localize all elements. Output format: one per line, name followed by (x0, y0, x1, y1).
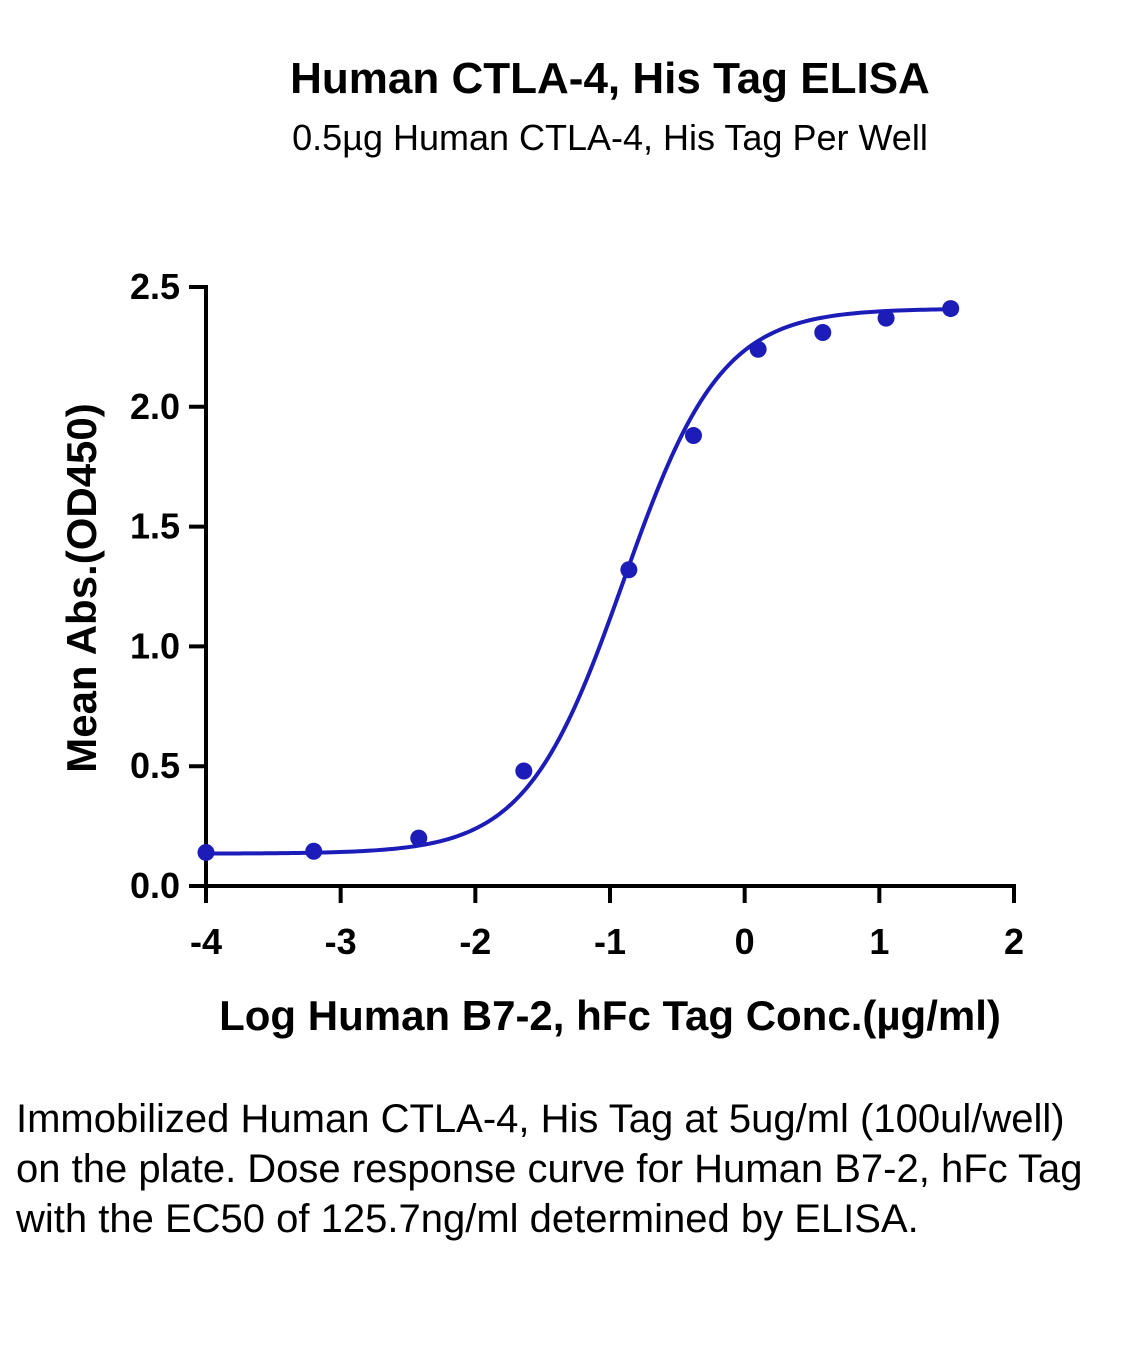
axes: -4 -3 -2 -1 0 1 2 0.0 0.5 1.0 1.5 2.0 2.5 (130, 266, 1024, 962)
elisa-chart: Human CTLA-4, His Tag ELISA 0.5µg Human … (58, 54, 1024, 1039)
x-tick-label: -2 (459, 921, 491, 962)
data-points-layer (197, 300, 960, 861)
chart-subtitle: 0.5µg Human CTLA-4, His Tag Per Well (292, 117, 928, 158)
data-point (749, 340, 767, 358)
figure-caption: Immobilized Human CTLA-4, His Tag at 5ug… (16, 1097, 1083, 1241)
x-tick-label: -1 (594, 921, 626, 962)
y-tick-label: 1.0 (130, 625, 180, 666)
data-point (877, 309, 895, 327)
data-point (814, 324, 832, 342)
x-tick-label: 1 (869, 921, 889, 962)
chart-title: Human CTLA-4, His Tag ELISA (290, 54, 930, 103)
data-point (684, 427, 702, 445)
x-tick-label: 0 (735, 921, 755, 962)
x-tick-label: 2 (1004, 921, 1024, 962)
x-axis-label: Log Human B7-2, hFc Tag Conc.(µg/ml) (219, 992, 1001, 1039)
data-point (410, 829, 428, 847)
data-point (942, 300, 960, 318)
y-tick-label: 2.0 (130, 386, 180, 427)
fit-curve-layer (205, 307, 951, 856)
y-tick-label: 0.5 (130, 745, 180, 786)
fit-curve (205, 307, 951, 856)
data-point (197, 843, 215, 861)
x-tick-label: -3 (325, 921, 357, 962)
y-tick-label: 0.0 (130, 865, 180, 906)
data-point (515, 762, 533, 780)
y-tick-label: 2.5 (130, 266, 180, 307)
data-point (305, 842, 323, 860)
y-axis-label: Mean Abs.(OD450) (58, 403, 105, 773)
data-point (620, 561, 638, 579)
y-tick-label: 1.5 (130, 506, 180, 547)
x-tick-label: -4 (190, 921, 222, 962)
